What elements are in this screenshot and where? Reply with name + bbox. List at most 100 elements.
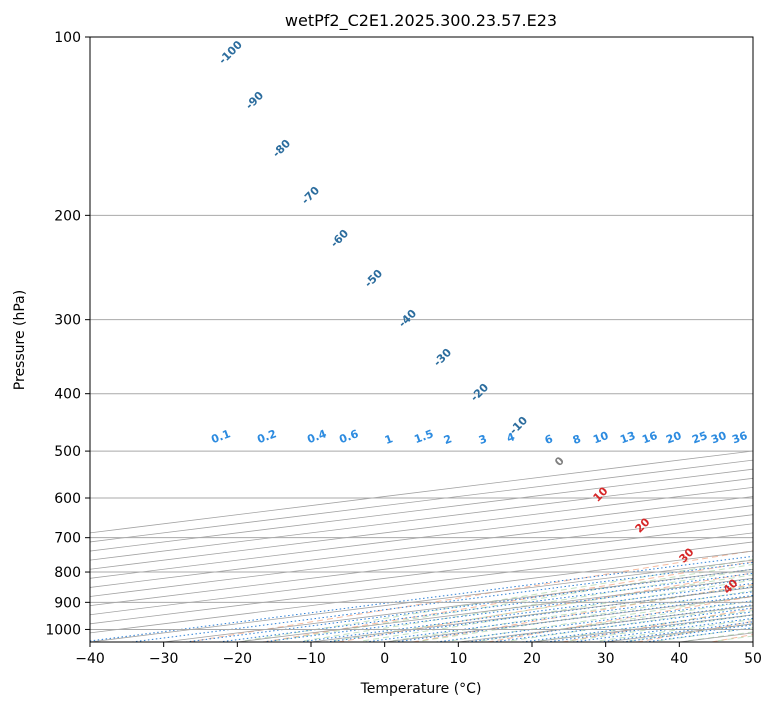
dry-adiabat-label: -20: [468, 381, 491, 404]
isotherm: [90, 468, 753, 552]
dry-adiabat-label: -80: [270, 137, 293, 160]
x-axis-label: Temperature (°C): [360, 681, 482, 697]
mixing-ratio-label: 0.6: [337, 427, 360, 446]
y-tick-label: 200: [54, 208, 81, 224]
isotherm: [90, 550, 753, 634]
moist-adiabat-label: 0: [552, 454, 567, 469]
x-tick-label: −20: [223, 651, 253, 667]
isotherm: [90, 477, 753, 561]
isotherm: [90, 505, 753, 588]
isotherm: [90, 523, 753, 607]
dry-adiabat-label: -70: [299, 184, 322, 207]
isotherm: [90, 486, 753, 570]
moist-adiabat: [304, 568, 753, 642]
mixing-ratio-label: 0.4: [305, 427, 328, 446]
moist-adiabat: [540, 610, 753, 642]
x-tick-label: 50: [744, 651, 762, 667]
mixing-ratio-label: 3: [477, 432, 489, 447]
moist-adiabat: [481, 600, 753, 642]
isotherm: [237, 577, 753, 642]
plot-area: -100-90-80-70-60-50-40-30-20-100.1 0.2 0.4…: [90, 37, 753, 642]
dry-adiabat: [636, 620, 753, 642]
mixing-ratio-label: 25: [690, 429, 709, 446]
dry-adiabat: [562, 608, 753, 642]
dry-adiabat-label: -100: [216, 38, 245, 67]
moist-adiabat: [363, 579, 753, 642]
isopleth-labels: -100-90-80-70-60-50-40-30-20-100.1 0.2 0.4…: [209, 38, 749, 597]
mixing-ratio-line: [262, 578, 753, 642]
y-tick-label: 1000: [45, 622, 81, 638]
x-tick-label: 30: [597, 651, 615, 667]
dry-adiabat: [412, 583, 753, 642]
dry-adiabat-label: -40: [396, 307, 419, 330]
x-tick-label: 0: [380, 651, 389, 667]
y-tick-label: 100: [54, 30, 81, 46]
dry-adiabat-label: -90: [243, 89, 266, 112]
isotherm: [90, 532, 753, 616]
dry-adiabat: [338, 572, 753, 642]
dry-adiabat-label: -30: [431, 346, 454, 369]
x-tick-label: 20: [523, 651, 541, 667]
x-tick-label: 10: [449, 651, 467, 667]
x-tick-label: −30: [149, 651, 179, 667]
isotherm: [90, 514, 753, 597]
mixing-ratio-label: 13: [618, 429, 637, 446]
mixing-ratio-line: [467, 604, 753, 642]
moist-adiabat: [688, 631, 753, 642]
y-tick-label: 600: [54, 491, 81, 507]
x-tick-label: −40: [75, 651, 105, 667]
moist-adiabat: [717, 635, 753, 642]
chart-title: wetPf2_C2E1.2025.300.23.57.E23: [285, 11, 557, 31]
x-tick-label: −10: [296, 651, 326, 667]
isotherm: [90, 541, 753, 625]
mixing-ratio-label: 4: [505, 430, 517, 445]
isotherm: [90, 559, 753, 642]
mixing-ratio-label: 6: [543, 432, 555, 447]
mixing-ratio-label: 0.2: [255, 427, 278, 446]
dry-adiabat: [263, 561, 753, 642]
mixing-ratio-line: [299, 582, 753, 642]
mixing-ratio-label: 0.1: [209, 427, 232, 446]
mixing-ratio-label: 16: [640, 429, 659, 447]
mixing-ratio-label: 2: [442, 432, 454, 447]
isotherm: [458, 605, 753, 642]
mixing-ratio-label: 30: [709, 429, 728, 447]
mixing-ratio-label: 36: [730, 429, 749, 447]
y-tick-label: 800: [54, 565, 81, 581]
mixing-ratio-line: [131, 561, 753, 642]
moist-adiabat: [392, 584, 753, 642]
y-tick-label: 500: [54, 444, 81, 460]
mixing-ratio-line: [326, 586, 753, 642]
y-tick-label: 300: [54, 313, 81, 329]
y-tick-label: 400: [54, 387, 81, 403]
dry-adiabat: [711, 633, 753, 642]
y-axis-label: Pressure (hPa): [12, 290, 28, 390]
mixing-ratio-label: 1.5: [412, 427, 435, 446]
mixing-ratio-label: 1: [383, 432, 395, 447]
dry-adiabat-label: -50: [362, 267, 385, 290]
y-tick-label: 900: [54, 595, 81, 611]
moist-adiabat-label: 30: [677, 545, 697, 565]
moist-adiabat: [658, 627, 753, 642]
mixing-ratio-label: 10: [591, 429, 610, 447]
x-tick-label: 40: [670, 651, 688, 667]
mixing-ratio-line: [218, 572, 753, 642]
mixing-ratio-line: [522, 611, 753, 642]
plot-frame: [89, 36, 754, 643]
isotherm: [531, 614, 753, 642]
axes: −40 −30 −20 −10 0 10 20 30 40 5010020030040050060…: [45, 30, 762, 667]
isotherm: [90, 496, 753, 579]
mixing-ratio-label: 20: [664, 429, 683, 447]
isotherm: [90, 459, 753, 543]
background-lines: [90, 550, 753, 642]
grid: [90, 37, 753, 642]
moist-adiabat: [570, 614, 753, 642]
moist-adiabat: [333, 574, 753, 642]
isotherm: [384, 596, 753, 642]
isotherm: [90, 450, 753, 534]
mixing-ratio-label: 8: [571, 432, 583, 447]
moist-adiabat: [511, 605, 753, 642]
isotherm: [752, 641, 753, 642]
dry-adiabat-label: -60: [328, 227, 351, 250]
